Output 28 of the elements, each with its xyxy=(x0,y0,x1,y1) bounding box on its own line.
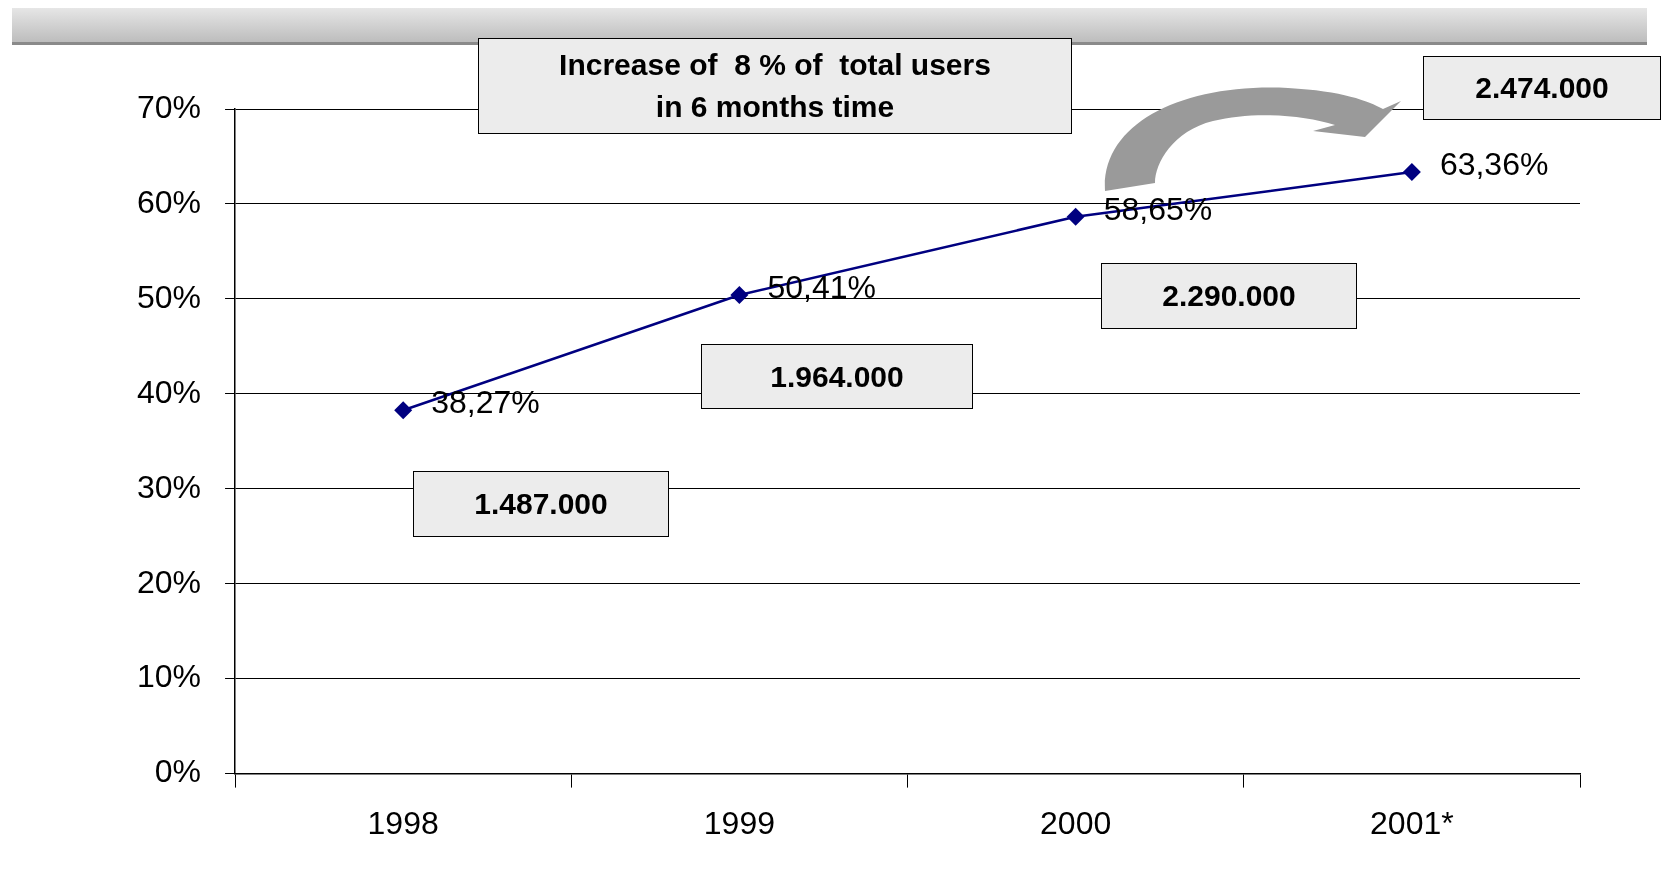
text-box: Increase of 8 % of total users in 6 months time xyxy=(478,38,1072,134)
y-tick-label: 10% xyxy=(137,658,202,695)
x-tick-label: 1998 xyxy=(367,804,439,841)
y-tick-label: 70% xyxy=(137,88,202,125)
y-tick-label: 20% xyxy=(137,563,202,600)
text-box: 1.487.000 xyxy=(413,471,669,537)
annotation: 2.290.000 xyxy=(1162,278,1296,314)
y-tick-label: 50% xyxy=(137,278,202,315)
text-box: 1.964.000 xyxy=(701,344,973,409)
y-tick-label: 40% xyxy=(137,373,202,410)
y-tick-label: 0% xyxy=(154,753,202,790)
annotation: 1.487.000 xyxy=(474,486,608,522)
annotation: 1.964.000 xyxy=(770,358,904,395)
y-tick-label: 60% xyxy=(137,183,202,220)
text-box: 2.474.000 xyxy=(1423,56,1661,120)
data-label: 63,36% xyxy=(1439,145,1549,182)
point xyxy=(1402,163,1421,182)
data-label: 38,27% xyxy=(431,384,540,421)
text-box: 2.290.000 xyxy=(1101,263,1357,329)
data-label: 50,41% xyxy=(767,268,876,305)
x-tick-label: 2001* xyxy=(1370,804,1454,841)
annotation: Increase of 8 % of total users in 6 months time xyxy=(558,47,992,125)
point xyxy=(730,285,749,304)
point xyxy=(394,401,413,420)
x-tick-label: 2000 xyxy=(1040,804,1112,841)
y-tick-label: 30% xyxy=(137,468,202,505)
point xyxy=(1066,207,1085,226)
x-tick-label: 1999 xyxy=(703,804,775,841)
